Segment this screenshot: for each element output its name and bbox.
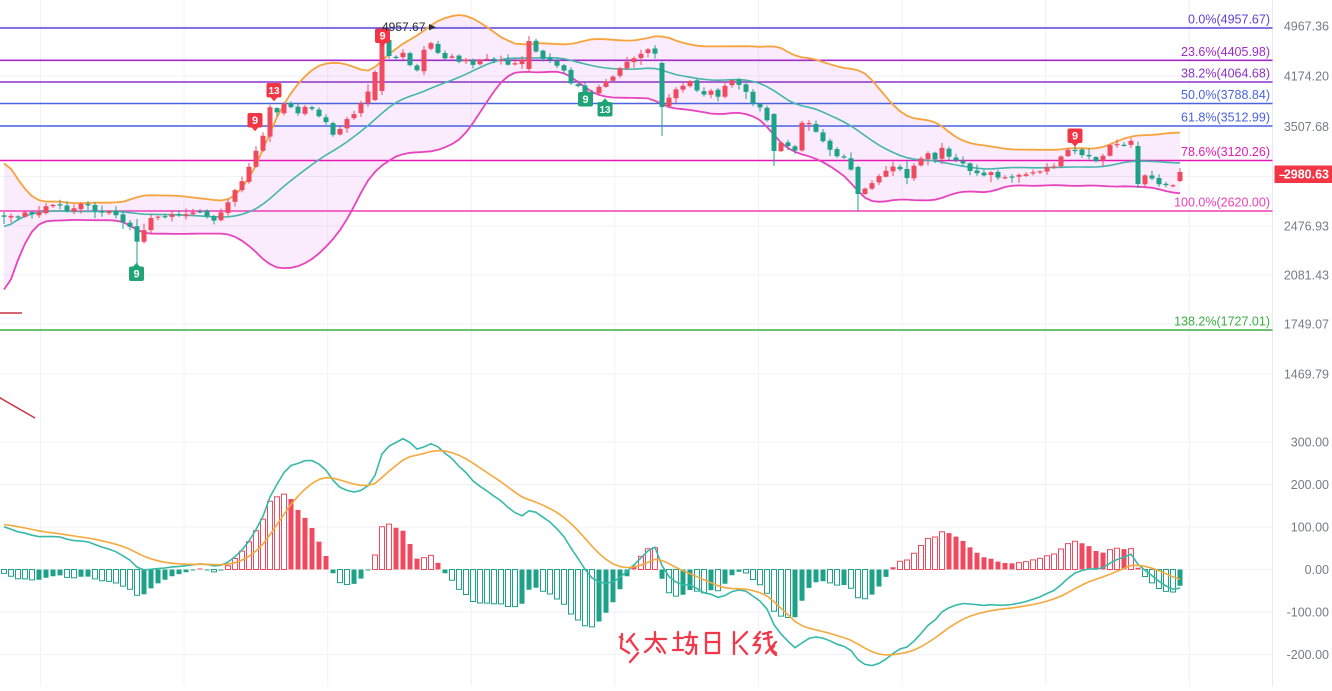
- svg-text:23.6%(4405.98): 23.6%(4405.98): [1181, 45, 1270, 59]
- svg-text:138.2%(1727.01): 138.2%(1727.01): [1174, 315, 1270, 329]
- svg-text:200.00: 200.00: [1291, 478, 1329, 492]
- svg-text:2980.63: 2980.63: [1284, 168, 1329, 182]
- svg-text:38.2%(4064.68): 38.2%(4064.68): [1181, 67, 1270, 81]
- svg-text:300.00: 300.00: [1291, 435, 1329, 449]
- svg-text:1749.07: 1749.07: [1284, 317, 1329, 331]
- svg-text:2081.43: 2081.43: [1284, 268, 1329, 282]
- svg-text:1469.79: 1469.79: [1284, 367, 1329, 381]
- svg-text:9: 9: [252, 115, 258, 127]
- svg-text:13: 13: [268, 86, 280, 97]
- svg-text:4967.36: 4967.36: [1284, 19, 1329, 33]
- svg-text:0.0%(4957.67): 0.0%(4957.67): [1188, 13, 1270, 27]
- svg-text:50.0%(3788.84): 50.0%(3788.84): [1181, 88, 1270, 102]
- svg-text:9: 9: [1072, 131, 1078, 143]
- svg-text:13: 13: [599, 105, 611, 116]
- svg-text:2476.93: 2476.93: [1284, 219, 1329, 233]
- svg-text:9: 9: [133, 269, 139, 281]
- svg-text:4174.20: 4174.20: [1284, 69, 1329, 83]
- svg-text:100.0%(2620.00): 100.0%(2620.00): [1174, 196, 1270, 210]
- svg-text:0.00: 0.00: [1305, 563, 1329, 577]
- svg-text:78.6%(3120.26): 78.6%(3120.26): [1181, 145, 1270, 159]
- svg-text:4957.67: 4957.67: [382, 20, 426, 34]
- svg-text:3507.68: 3507.68: [1284, 120, 1329, 134]
- svg-text:-100.00: -100.00: [1287, 605, 1329, 619]
- svg-text:61.8%(3512.99): 61.8%(3512.99): [1181, 111, 1270, 125]
- svg-text:100.00: 100.00: [1291, 520, 1329, 534]
- svg-text:9: 9: [582, 94, 588, 106]
- svg-text:-200.00: -200.00: [1287, 648, 1329, 662]
